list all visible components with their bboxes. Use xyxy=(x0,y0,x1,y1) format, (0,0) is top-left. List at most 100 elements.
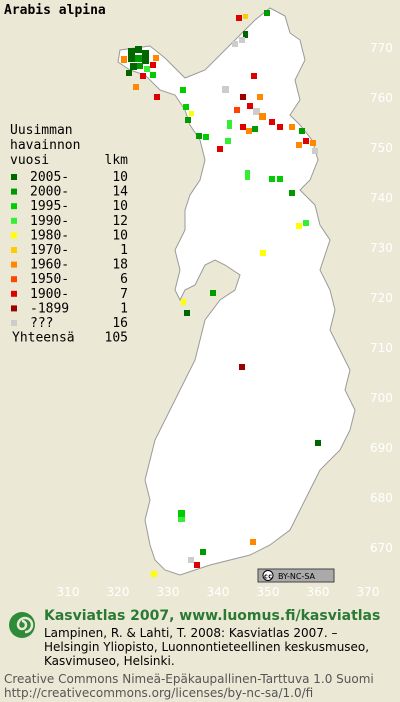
marker xyxy=(225,138,231,144)
x-grid-label: 370 xyxy=(357,585,380,599)
marker xyxy=(252,126,258,132)
legend-swatch xyxy=(11,203,17,210)
marker xyxy=(257,94,263,100)
finland-outline xyxy=(117,7,356,576)
marker xyxy=(260,250,266,256)
legend-swatch xyxy=(11,247,17,253)
cc-badge: cc BY-NC-SA xyxy=(257,568,335,583)
legend-swatch xyxy=(11,261,17,268)
marker xyxy=(296,142,302,148)
marker xyxy=(253,108,260,115)
x-grid-label: 330 xyxy=(157,585,180,599)
marker xyxy=(154,94,160,100)
legend-label: 1980- xyxy=(30,228,69,243)
marker xyxy=(188,557,194,563)
x-grid-label: 360 xyxy=(307,585,330,599)
y-grid-label: 740 xyxy=(370,191,393,205)
total-label: Yhteensä xyxy=(12,331,75,346)
marker xyxy=(200,549,206,555)
citation-line: Lampinen, R. & Lahti, T. 2008: Kasviatla… xyxy=(44,626,338,640)
marker xyxy=(203,134,209,140)
observation-markers xyxy=(121,10,321,577)
legend-label: 1990- xyxy=(30,214,69,229)
marker xyxy=(130,63,137,70)
y-grid-label: 700 xyxy=(370,391,393,405)
marker xyxy=(181,299,186,305)
marker xyxy=(234,107,240,113)
marker xyxy=(303,138,309,144)
marker xyxy=(250,539,256,545)
marker xyxy=(189,111,194,116)
marker xyxy=(135,55,142,62)
marker xyxy=(178,510,185,517)
legend-count: 14 xyxy=(112,185,128,200)
marker xyxy=(137,63,143,69)
map-title: Arabis alpina xyxy=(4,3,106,18)
cc-license: BY-NC-SA xyxy=(278,572,316,581)
marker xyxy=(185,117,191,123)
marker xyxy=(128,48,135,55)
marker xyxy=(142,57,149,64)
badge-frame xyxy=(257,568,335,583)
footer-heading: Kasviatlas 2007, www.luomus.fi/kasviatla… xyxy=(44,608,380,624)
marker xyxy=(246,128,252,134)
x-grid-label: 310 xyxy=(57,585,80,599)
marker xyxy=(240,124,246,130)
marker xyxy=(133,84,139,90)
marker xyxy=(312,148,318,154)
total-count: 105 xyxy=(105,331,128,346)
legend-swatch xyxy=(11,188,17,195)
cc-circle xyxy=(262,570,274,581)
marker xyxy=(153,55,159,61)
marker xyxy=(277,176,283,182)
license-line: Creative Commons Nimeä-Epäkaupallinen-Ta… xyxy=(4,672,374,686)
marker xyxy=(236,15,242,21)
license-line: http://creativecommons.org/licenses/by-n… xyxy=(4,686,313,700)
marker xyxy=(239,37,245,43)
marker xyxy=(239,364,245,370)
marker xyxy=(178,517,185,522)
marker xyxy=(183,104,189,110)
x-grid-label: 340 xyxy=(207,585,230,599)
legend-count: 6 xyxy=(120,272,128,287)
legend-label: 1960- xyxy=(30,258,69,273)
marker xyxy=(232,41,238,47)
y-grid-label: 730 xyxy=(370,241,393,255)
legend-count: 10 xyxy=(112,199,128,214)
logo-spiral xyxy=(16,616,34,634)
legend-label: 1970- xyxy=(30,243,69,258)
marker xyxy=(144,66,150,72)
marker xyxy=(126,70,132,76)
marker xyxy=(140,73,146,79)
y-grid-label: 770 xyxy=(370,41,393,55)
marker xyxy=(247,103,253,109)
marker xyxy=(243,14,248,19)
marker xyxy=(150,72,156,78)
marker xyxy=(222,86,229,93)
logo xyxy=(9,612,35,638)
marker xyxy=(289,190,295,196)
marker xyxy=(259,113,266,120)
legend-header: Uusimman xyxy=(10,123,73,138)
grid-labels: 310 320 330 340 350 360 370 770 760 750 740 730 720 7… xyxy=(57,41,393,599)
marker xyxy=(196,133,202,139)
marker xyxy=(296,223,302,229)
legend-label: 1995- xyxy=(30,199,69,214)
marker xyxy=(243,31,248,38)
marker xyxy=(150,62,156,68)
legend-count: 10 xyxy=(112,228,128,243)
legend-count: 1 xyxy=(120,301,128,316)
y-grid-label: 690 xyxy=(370,441,393,455)
marker xyxy=(269,176,275,182)
legend-swatch xyxy=(11,174,17,180)
citation-line: Helsingin Yliopisto, Luonnontieteellinen… xyxy=(44,640,369,654)
legend-count: 1 xyxy=(120,243,128,258)
y-grid-label: 680 xyxy=(370,491,393,505)
y-grid-label: 750 xyxy=(370,141,393,155)
legend-swatch xyxy=(11,305,17,312)
legend-count: 12 xyxy=(112,214,128,229)
legend-label: ??? xyxy=(30,316,53,331)
marker xyxy=(289,124,295,130)
legend-count: 10 xyxy=(112,170,128,185)
legend-label: -1899 xyxy=(30,301,69,316)
